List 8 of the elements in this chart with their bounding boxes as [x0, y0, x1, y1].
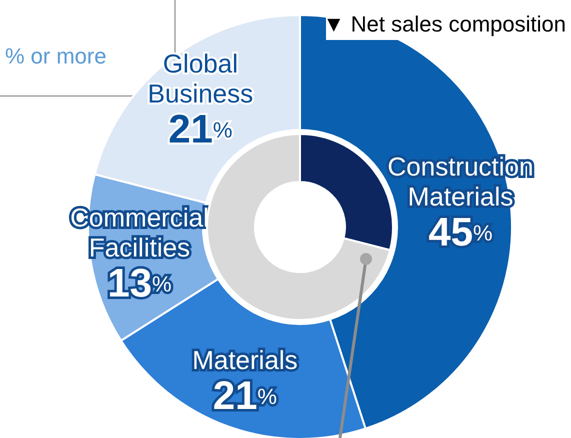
data-label: 45%	[428, 210, 493, 255]
data-label: 21%	[168, 108, 232, 152]
chart-title: ▼ Net sales composition	[322, 12, 566, 36]
data-label: 13%	[107, 261, 172, 306]
text: % or more	[5, 44, 106, 68]
slice-label: Global Business	[148, 48, 254, 109]
data-label: 21%	[212, 374, 277, 418]
slice-label: Materials	[192, 344, 298, 375]
